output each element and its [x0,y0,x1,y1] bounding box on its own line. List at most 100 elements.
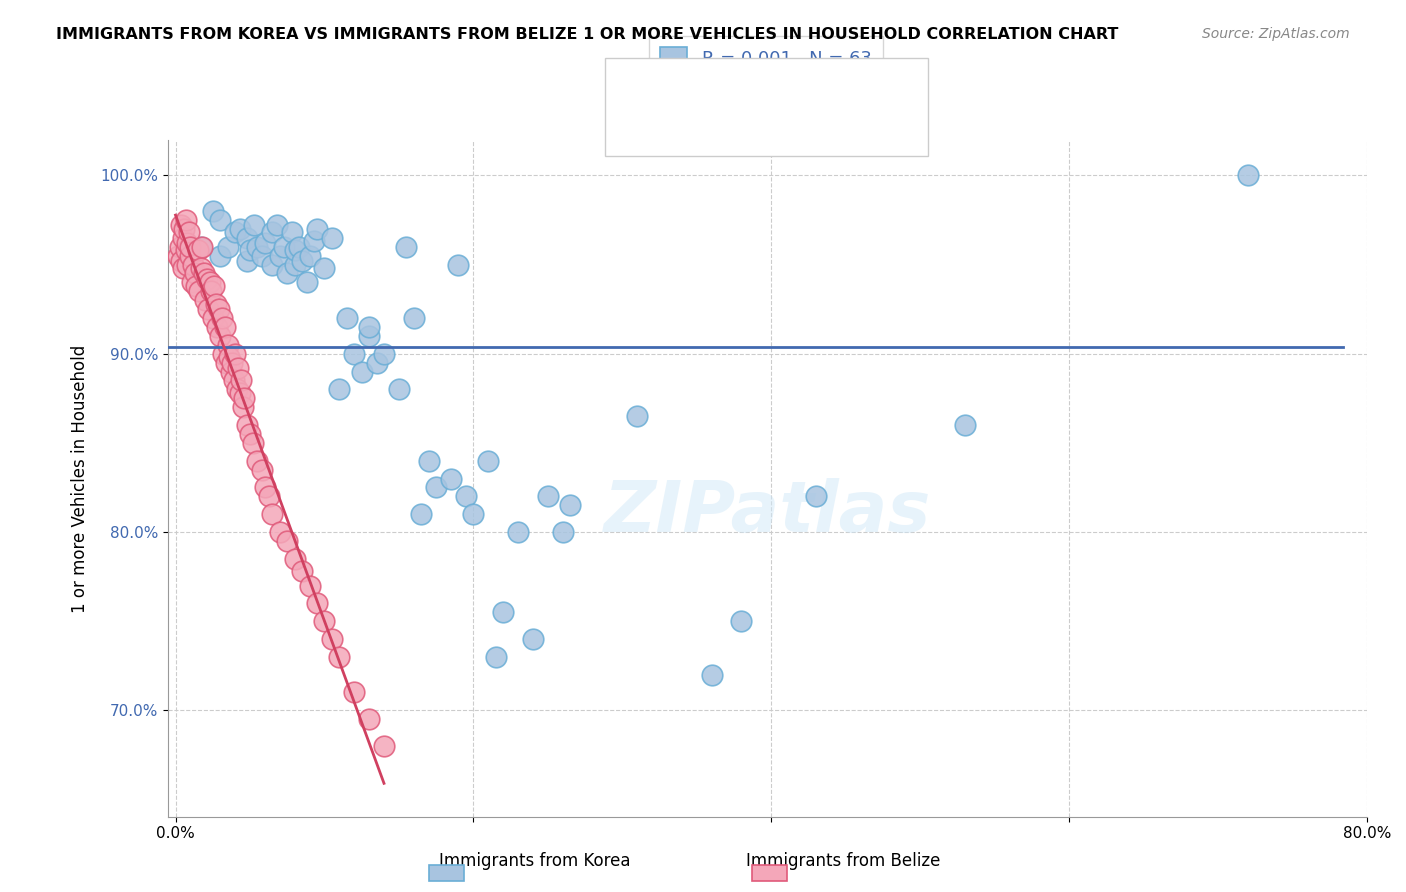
Point [276,267,298,281]
Point [262,258,284,272]
Point [172,231,194,245]
Point [551,524,574,539]
Point [402,311,425,326]
Point [167,249,190,263]
Point [373,347,395,361]
Point [172,261,194,276]
Point [328,649,350,664]
Point [204,297,226,311]
Point [305,222,328,236]
Legend: R = 0.001   N = 63, R = 0.346   N = 70: R = 0.001 N = 63, R = 0.346 N = 70 [650,36,883,109]
Point [209,329,232,343]
Point [359,712,381,726]
Point [477,453,499,467]
Point [201,204,224,219]
Point [233,392,256,406]
Point [253,480,276,494]
Point [221,356,243,370]
Point [236,231,259,245]
Point [485,649,508,664]
Point [253,236,276,251]
Point [217,240,239,254]
Text: Source: ZipAtlas.com: Source: ZipAtlas.com [1202,27,1350,41]
Point [298,578,321,592]
Point [522,632,544,646]
Point [273,240,295,254]
Point [305,596,328,610]
Point [225,383,247,397]
Point [190,261,212,276]
Point [186,279,208,293]
Point [179,240,201,254]
Point [321,231,343,245]
Point [418,453,440,467]
Point [730,614,752,628]
Point [321,632,343,646]
Y-axis label: 1 or more Vehicles in Household: 1 or more Vehicles in Household [72,344,89,613]
Point [224,226,246,240]
Point [236,418,259,433]
Text: Immigrants from Korea: Immigrants from Korea [439,852,630,870]
Text: Immigrants from Belize: Immigrants from Belize [747,852,941,870]
Point [288,240,311,254]
Point [560,498,582,512]
Point [343,685,366,699]
Point [269,249,291,263]
Point [173,222,195,236]
Point [187,244,209,258]
Point [243,219,266,233]
Point [953,418,976,433]
Point [295,276,318,290]
Point [537,489,560,503]
Point [198,276,221,290]
Text: 80.0%: 80.0% [1343,826,1391,841]
Point [388,383,411,397]
Point [291,564,314,578]
Point [174,244,197,258]
Point [197,302,219,317]
Point [440,471,463,485]
Point [217,338,239,352]
Point [280,226,302,240]
Point [224,347,246,361]
Text: ZIPatlas: ZIPatlas [603,478,931,547]
Point [425,480,447,494]
Point [214,320,236,334]
Point [266,219,288,233]
Point [284,244,307,258]
Point [170,219,193,233]
Point [276,533,298,548]
Point [176,236,198,251]
Text: 0.0%: 0.0% [156,826,195,841]
Point [219,365,242,379]
Text: IMMIGRANTS FROM KOREA VS IMMIGRANTS FROM BELIZE 1 OR MORE VEHICLES IN HOUSEHOLD : IMMIGRANTS FROM KOREA VS IMMIGRANTS FROM… [56,27,1119,42]
Point [177,226,200,240]
Point [373,739,395,753]
Point [298,249,321,263]
Point [366,356,388,370]
Point [314,614,336,628]
Point [211,311,233,326]
Point [194,293,217,308]
Point [250,249,273,263]
Point [239,426,262,441]
Point [336,311,359,326]
Point [700,667,723,681]
Point [202,279,225,293]
Point [250,462,273,476]
Point [246,453,269,467]
Point [208,302,231,317]
Point [201,311,224,326]
Point [328,383,350,397]
Point [179,249,201,263]
Point [174,213,197,227]
Point [359,329,381,343]
Point [314,261,336,276]
Point [1236,169,1258,183]
Point [209,213,232,227]
Point [200,285,222,299]
Point [454,489,477,503]
Point [183,258,205,272]
Point [626,409,648,424]
Point [350,365,373,379]
